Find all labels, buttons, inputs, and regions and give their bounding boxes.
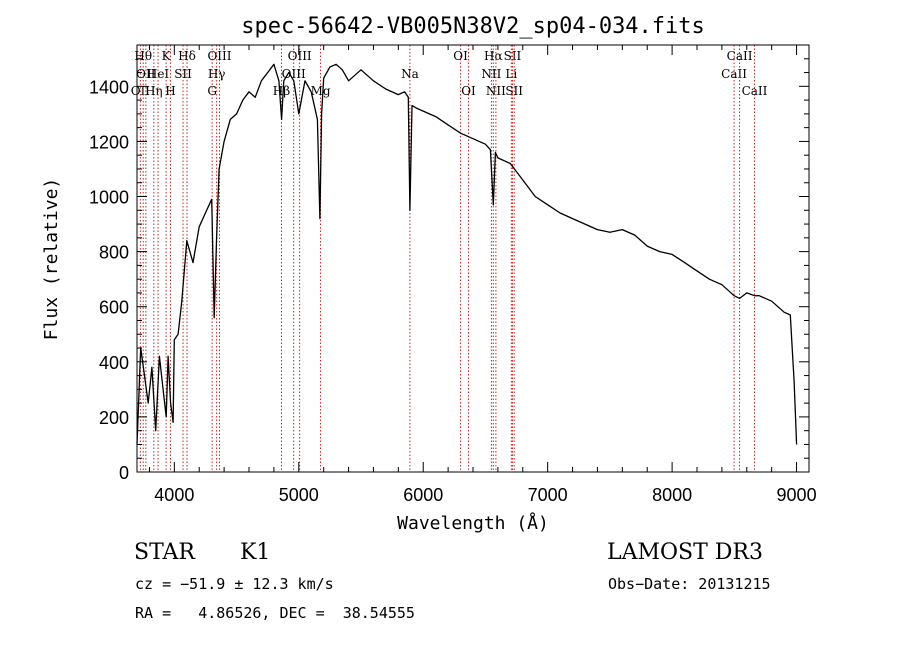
line-marker-label: OIII bbox=[288, 49, 312, 63]
line-marker-label: SII bbox=[505, 84, 523, 98]
y-tick-label: 400 bbox=[99, 353, 129, 373]
line-marker-label: CaII bbox=[727, 49, 753, 63]
line-marker-label: NII bbox=[481, 67, 501, 81]
line-marker-label: Mg bbox=[311, 84, 331, 98]
x-tick-label: 9000 bbox=[777, 485, 817, 505]
x-axis-ticks: 4000 5000 6000 7000 8000 9000 bbox=[148, 45, 817, 505]
coordinates: RA = 4.86526, DEC = 38.54555 bbox=[135, 604, 415, 622]
line-marker-label: Li bbox=[505, 67, 517, 81]
y-tick-label: 1000 bbox=[89, 188, 129, 208]
chart-title: spec-56642-VB005N38V2_sp04-034.fits bbox=[241, 14, 705, 39]
plot-frame bbox=[136, 44, 810, 473]
line-marker-label: OI bbox=[461, 84, 476, 98]
object-class: STAR bbox=[134, 540, 195, 565]
y-tick-label: 1200 bbox=[89, 132, 129, 152]
survey-name: LAMOST DR3 bbox=[607, 540, 763, 565]
x-tick-label: 4000 bbox=[154, 485, 194, 505]
y-tick-label: 800 bbox=[99, 243, 129, 263]
line-marker-label: Hα bbox=[484, 49, 503, 63]
line-marker-label: Na bbox=[401, 67, 419, 81]
line-marker-label: K bbox=[162, 49, 172, 63]
redshift-velocity: cz = −51.9 ± 12.3 km/s bbox=[135, 575, 334, 593]
y-tick-label: 1400 bbox=[89, 77, 129, 97]
x-tick-label: 8000 bbox=[652, 485, 692, 505]
line-marker-label: HeI bbox=[147, 67, 170, 81]
line-marker-label: CaII bbox=[721, 67, 747, 81]
line-marker-label: SII bbox=[174, 67, 192, 81]
x-tick-label: 6000 bbox=[403, 485, 443, 505]
line-marker-label: Hθ bbox=[134, 49, 152, 63]
y-axis-ticks: 0 200 400 600 800 1000 1200 1400 bbox=[89, 44, 809, 483]
line-marker-label: OII bbox=[136, 67, 156, 81]
observation-date: Obs−Date: 20131215 bbox=[608, 575, 771, 593]
x-axis-label: Wavelength (Å) bbox=[397, 512, 549, 534]
line-marker-label: NII bbox=[486, 84, 506, 98]
spectrum-line bbox=[136, 63, 798, 445]
x-tick-label: 5000 bbox=[279, 485, 319, 505]
line-marker-label: CaII bbox=[742, 84, 768, 98]
line-marker-label: OIII bbox=[207, 49, 231, 63]
y-tick-label: 600 bbox=[99, 298, 129, 318]
line-marker-label: Hδ bbox=[178, 49, 196, 63]
y-tick-label: 0 bbox=[119, 463, 129, 483]
line-marker-label: H bbox=[165, 84, 175, 98]
line-marker-label: Hβ bbox=[273, 84, 290, 98]
line-marker-label: Hη bbox=[145, 84, 163, 98]
spectrum-series bbox=[136, 63, 798, 445]
x-tick-label: 7000 bbox=[528, 485, 568, 505]
line-marker-label: OI bbox=[453, 49, 468, 63]
object-subclass: K1 bbox=[240, 540, 271, 565]
y-tick-label: 200 bbox=[99, 408, 129, 428]
line-marker-label: SII bbox=[504, 49, 522, 63]
y-axis-label: Flux (relative) bbox=[41, 178, 62, 341]
spectral-line-markers: OIIHθOIIHηHeIKHSIIHδGHγOIIIHβOIIIOIIIMgN… bbox=[131, 45, 768, 472]
line-marker-label: G bbox=[207, 84, 217, 98]
line-marker-label: Hγ bbox=[208, 67, 226, 81]
